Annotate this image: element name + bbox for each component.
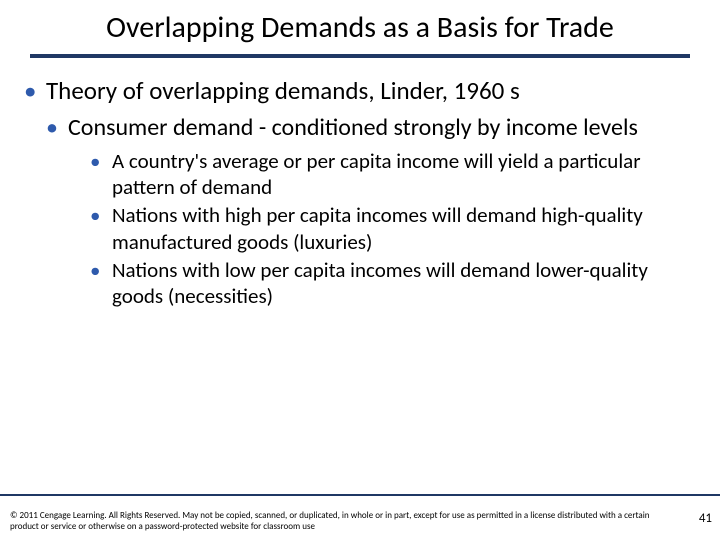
bullet-level2: • Consumer demand - conditioned strongly… <box>24 113 696 142</box>
title-underline <box>30 54 690 58</box>
title-area: Overlapping Demands as a Basis for Trade <box>0 0 720 62</box>
bullet-text: Nations with low per capita incomes will… <box>112 257 648 309</box>
bullet-text: Theory of overlapping demands, Linder, 1… <box>46 75 520 106</box>
slide-title: Overlapping Demands as a Basis for Trade <box>30 10 690 46</box>
bullet-text: Consumer demand - conditioned strongly b… <box>68 113 638 142</box>
slide: Overlapping Demands as a Basis for Trade… <box>0 0 720 540</box>
bullet-icon: • <box>46 113 58 142</box>
page-number: 41 <box>699 511 712 526</box>
bullet-text: A country's average or per capita income… <box>112 148 641 200</box>
bullet-level3: • Nations with low per capita incomes wi… <box>90 257 696 310</box>
copyright-text: © 2011 Cengage Learning. All Rights Rese… <box>10 510 680 533</box>
bullet-icon: • <box>90 257 100 283</box>
bullet-text: Nations with high per capita incomes wil… <box>112 202 643 254</box>
bullet-level3-group: • A country's average or per capita inco… <box>24 148 696 310</box>
bullet-icon: • <box>90 202 100 228</box>
footer-rule <box>0 494 720 496</box>
bullet-level3: • A country's average or per capita inco… <box>90 148 696 201</box>
bullet-icon: • <box>90 148 100 174</box>
bullet-level3: • Nations with high per capita incomes w… <box>90 202 696 255</box>
bullet-level1: • Theory of overlapping demands, Linder,… <box>24 76 696 107</box>
content-area: • Theory of overlapping demands, Linder,… <box>0 62 720 309</box>
bullet-icon: • <box>24 76 36 107</box>
